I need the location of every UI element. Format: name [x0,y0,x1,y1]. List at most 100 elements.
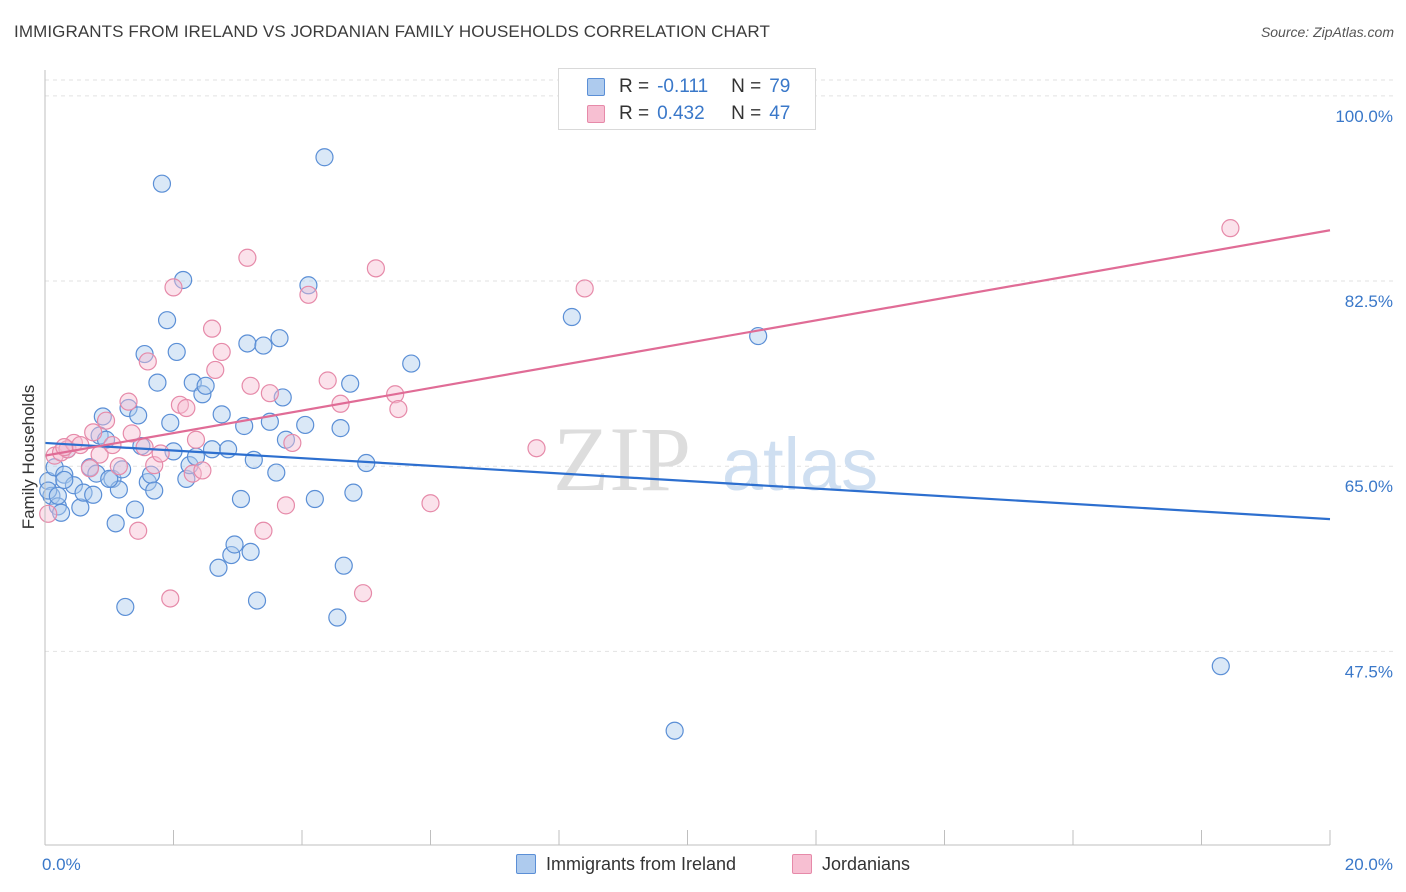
jordanian-point [193,461,212,480]
pink-swatch-icon [587,105,605,123]
ireland-point [55,470,74,490]
ireland-point [222,545,241,565]
ireland-point [1211,657,1230,676]
jordanian-point [122,424,141,443]
ireland-point [267,463,286,482]
ireland-point [315,148,334,167]
bottom-legend-label: Immigrants from Ireland [546,853,737,874]
ireland-point [48,486,67,505]
watermark-zip: ZIP [553,408,691,510]
jordanian-point [254,521,273,540]
ireland-point [328,608,347,627]
bottom-legend-jordanians: Jordanians [792,852,910,876]
legend-row-ireland: R = -0.111 N = 79 [587,75,790,99]
ireland-point [145,481,164,500]
blue-swatch-icon [587,78,605,96]
ireland-point [331,419,350,438]
jordanian-point [283,433,302,453]
ireland-point [112,460,132,479]
ireland-point [167,342,186,362]
ireland-point [299,276,318,295]
legend-r-value: -0.111 [657,76,709,97]
jordanian-point [206,360,225,380]
jordanian-point [260,384,279,403]
jordanian-trend-line [44,229,1331,457]
jordanian-point [80,459,100,478]
ireland-point [344,483,363,502]
jordanian-point [276,496,296,515]
y-axis-label: Family Households [19,385,38,530]
ireland-point [196,376,215,395]
jordanian-point [421,494,440,513]
ireland-point [247,591,267,610]
legend-r-label: R = [619,103,650,124]
ireland-point [305,489,324,509]
legend-r-value: 0.432 [657,103,705,124]
jordanian-point [202,319,222,338]
ireland-point [665,721,684,740]
ireland-point [402,354,421,373]
legend-n-value: 47 [769,103,791,124]
ireland-point [106,514,125,533]
jordanian-point [389,399,408,419]
jordanian-point [241,376,260,395]
ireland-point [334,556,353,575]
y-tick-label: 65.0% [1345,477,1393,496]
legend-n-label: N = [731,76,762,97]
ireland-point [212,405,231,424]
jordanian-point [1221,219,1240,238]
x-tick-label: 0.0% [42,855,81,874]
jordanian-point [129,521,148,540]
watermark-atlas: atlas [722,423,878,506]
jordanian-point [318,371,337,390]
ireland-point [270,329,289,348]
jordanian-point [238,248,257,267]
blue-swatch-icon [516,854,536,874]
ireland-point [152,174,172,193]
ireland-point [129,406,148,425]
jordanian-point [145,456,164,475]
ireland-point [125,500,145,519]
ireland-point [161,413,180,432]
ireland-point [202,440,222,459]
bottom-legend-ireland: Immigrants from Ireland [516,852,736,876]
jordanian-point [84,423,103,442]
ireland-point [174,270,193,290]
jordanian-point [177,398,196,418]
jordanian-point [119,392,138,411]
chart-title: IMMIGRANTS FROM IRELAND VS JORDANIAN FAM… [14,22,770,41]
jordanian-point [164,278,183,297]
jordanian-point [183,464,202,483]
watermark: ZIP atlas [553,408,878,510]
jordanian-point [212,342,231,362]
ireland-point [209,558,228,577]
jordanian-point [575,279,594,298]
ireland-point [296,415,315,435]
jordanian-point [161,589,180,608]
bottom-legend-label: Jordanians [822,853,911,874]
ireland-point [116,597,135,617]
legend-n-value: 79 [769,76,791,97]
ireland-point [341,374,360,393]
grid-layer [45,79,1395,652]
ireland-point [119,398,138,418]
ireland-point [241,542,260,562]
jordanian-point [138,352,157,371]
jordanian-point [151,444,170,463]
ireland-point [64,476,84,495]
ireland-point [225,535,244,554]
jordanian-point [299,285,318,304]
axis-layer: 47.5% 65.0% 82.5% 100.0% 0.0% 20.0% [42,70,1393,874]
ireland-point [84,485,103,504]
jordanian-point [366,259,385,278]
ireland-point [100,469,119,489]
jordanian-point [39,504,58,523]
pink-swatch-icon [792,854,812,874]
jordanian-point [527,439,546,458]
jordanian-point [186,430,206,449]
legend-box: R = -0.111 N = 79 R = 0.432 N = 47 [558,68,816,130]
trend-layer [44,229,1331,521]
legend-row-jordanians: R = 0.432 N = 47 [587,102,790,126]
jordanian-point [96,411,116,430]
